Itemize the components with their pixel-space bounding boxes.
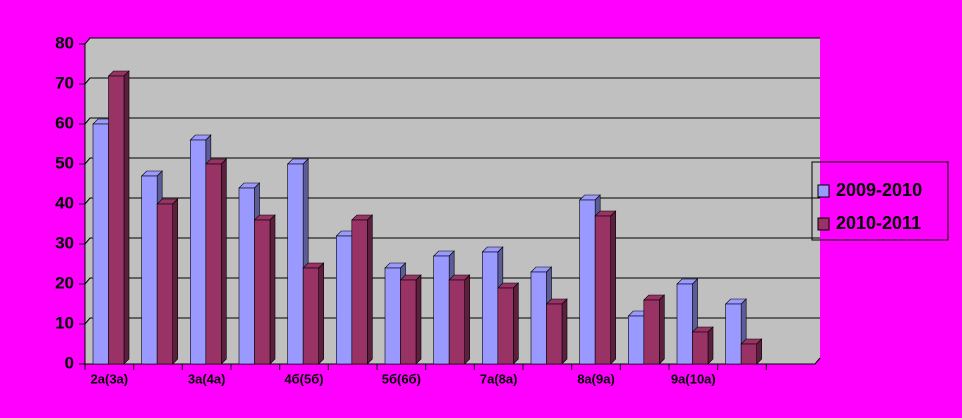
grid-line (84, 277, 820, 285)
grid-line (84, 157, 820, 165)
legend-label: 2009-2010 (836, 180, 922, 200)
bar-side (659, 294, 665, 365)
bar-side (367, 214, 373, 365)
grid-line (84, 117, 820, 125)
grid-line (84, 237, 820, 245)
x-tick-label: 8а(9а) (577, 371, 615, 386)
y-tick-label: 80 (55, 33, 74, 52)
y-tick-label: 40 (55, 193, 74, 212)
bar-side (513, 282, 519, 365)
bar (530, 271, 547, 365)
x-tick-label: 5б(6б) (382, 371, 421, 386)
bar (384, 267, 401, 365)
x-tick-label: 2а(3а) (91, 371, 129, 386)
y-tick-label: 50 (55, 153, 74, 172)
bar-side (318, 262, 324, 365)
bar (302, 267, 319, 365)
grid-line (84, 37, 820, 45)
bar (351, 219, 368, 365)
bar (594, 215, 611, 365)
y-tick-label: 70 (55, 73, 74, 92)
bar (92, 123, 109, 365)
bar (205, 163, 222, 365)
bar (546, 303, 563, 365)
x-tick-label: 9а(10а) (671, 371, 716, 386)
y-tick-label: 20 (55, 273, 74, 292)
bar (238, 187, 255, 365)
bar (725, 303, 742, 365)
grid-line (84, 77, 820, 85)
bar (579, 199, 596, 365)
x-tick-label: 3а(4а) (188, 371, 226, 386)
y-tick-label: 10 (55, 313, 74, 332)
bar-side (415, 274, 422, 365)
bar-side (610, 210, 616, 365)
bar (400, 279, 417, 365)
bar (482, 251, 499, 365)
bar (287, 163, 304, 365)
x-tick-label: 7а(8а) (480, 371, 518, 386)
bar (497, 287, 514, 365)
x-tick-label: 4б(5б) (284, 371, 323, 386)
legend-swatch (817, 184, 830, 198)
bar (254, 219, 271, 365)
bar (190, 139, 207, 365)
bar (643, 299, 660, 365)
bar (336, 235, 353, 365)
y-tick-label: 60 (55, 113, 74, 132)
y-tick-label: 0 (65, 353, 74, 372)
bar (108, 75, 125, 365)
bar-side (464, 274, 470, 365)
bar (692, 331, 709, 365)
bar-side (221, 158, 227, 365)
bar-side (561, 298, 568, 365)
bar (448, 279, 465, 365)
bar (156, 203, 173, 365)
legend (811, 161, 949, 241)
legend-label: 2010-2011 (836, 213, 921, 233)
bar-side (707, 326, 714, 365)
bar-side (172, 198, 178, 365)
bar (433, 255, 450, 365)
bar (740, 343, 757, 365)
grid-line (84, 317, 820, 325)
bar-side (269, 214, 276, 365)
bar (628, 315, 645, 365)
legend-swatch (817, 217, 830, 231)
bar (141, 175, 158, 365)
bar (676, 283, 693, 365)
grid-line (84, 197, 820, 205)
bar-side (123, 70, 130, 365)
y-tick-label: 30 (55, 233, 74, 252)
